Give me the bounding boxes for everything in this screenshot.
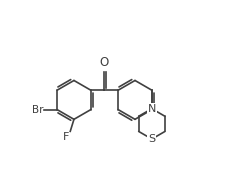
Text: N: N [148,104,156,114]
Text: Br: Br [32,105,43,115]
Text: F: F [63,132,69,142]
Text: O: O [100,56,109,70]
Text: S: S [148,134,155,144]
